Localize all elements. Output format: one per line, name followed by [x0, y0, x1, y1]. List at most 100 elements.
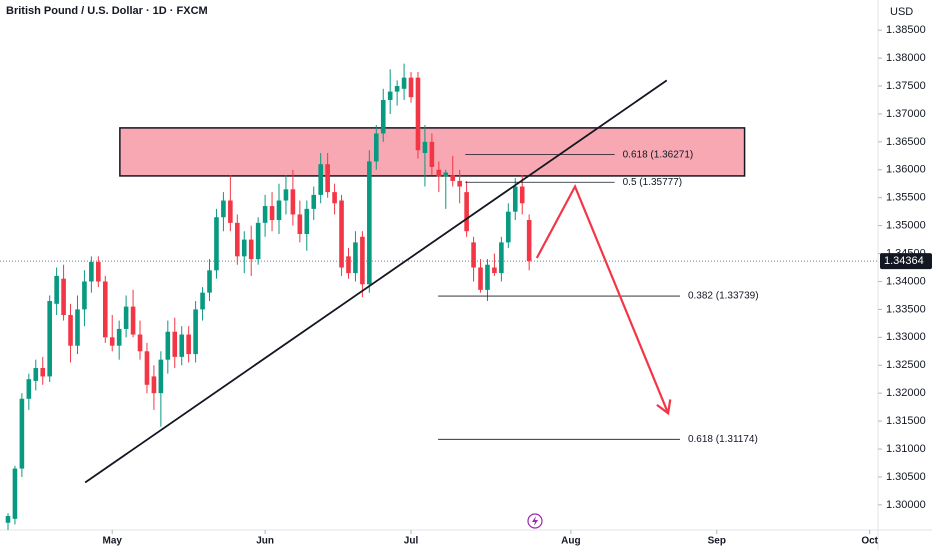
chart-title: British Pound / U.S. Dollar · 1D · FXCM: [6, 5, 208, 17]
fib-label: 0.618 (1.31174): [688, 434, 758, 445]
y-tick-label: 1.38500: [886, 24, 926, 36]
candle-body: [33, 368, 39, 381]
candle-body: [130, 306, 136, 335]
candle-body: [165, 331, 171, 360]
candle-body: [40, 368, 46, 377]
candle-body: [519, 186, 525, 204]
y-tick-label: 1.36000: [886, 164, 926, 176]
candle-body: [387, 91, 393, 100]
candle-body: [255, 222, 261, 260]
y-tick-label: 1.33000: [886, 331, 926, 343]
y-tick-label: 1.32000: [886, 387, 926, 399]
candle-body: [485, 264, 490, 290]
y-tick-label: 1.36500: [886, 136, 926, 148]
candle-body: [492, 267, 497, 274]
x-tick-label: Sep: [708, 536, 726, 547]
candle-body: [360, 236, 365, 285]
candle-body: [221, 200, 226, 218]
candle-body: [415, 77, 421, 151]
candle-body: [109, 337, 115, 346]
last-price-tag: [880, 253, 932, 270]
fib-label: 0.5 (1.35777): [623, 177, 683, 188]
candle-body: [179, 334, 185, 357]
candle-body: [228, 200, 233, 223]
candle-body: [471, 242, 476, 268]
candle-body: [47, 301, 52, 377]
candle-body: [506, 211, 511, 243]
candle-body: [186, 334, 191, 355]
candle-body: [116, 328, 122, 346]
candle-body: [123, 306, 129, 329]
trend-line: [84, 79, 668, 484]
candle-body: [450, 175, 456, 181]
candle-body: [75, 309, 80, 346]
candle-body: [297, 214, 303, 235]
candle-body: [61, 278, 66, 315]
y-tick-label: 1.33500: [886, 303, 926, 315]
candle-body: [19, 398, 25, 469]
event-icon[interactable]: [527, 513, 543, 529]
candle-body: [443, 172, 449, 177]
arrow-head: [656, 399, 672, 416]
candle-body: [276, 200, 282, 221]
x-tick-label: Aug: [561, 536, 580, 547]
candle-body: [248, 239, 254, 260]
y-tick-label: 1.37000: [886, 108, 926, 120]
candle-body: [304, 208, 310, 235]
candle-body: [26, 379, 32, 399]
candle-body: [367, 161, 372, 285]
candle-body: [235, 222, 240, 257]
candle-body: [311, 194, 317, 209]
candle-body: [408, 77, 414, 98]
last-price-label: 1.34364: [884, 255, 924, 267]
candle-body: [422, 141, 428, 154]
y-tick-label: 1.30500: [886, 471, 926, 483]
candle-body: [318, 164, 323, 195]
candle-body: [436, 169, 442, 177]
candle-body: [394, 86, 400, 92]
candle-body: [325, 164, 330, 193]
x-tick-label: Jul: [404, 536, 419, 547]
candle-body: [193, 309, 198, 355]
candle-body: [353, 242, 358, 274]
y-tick-label: 1.30000: [886, 499, 926, 511]
price-axis: [878, 0, 932, 550]
candle-body: [12, 468, 18, 519]
candle-body: [269, 206, 275, 221]
fib-label: 0.382 (1.33739): [688, 291, 759, 302]
candle-body: [102, 281, 108, 338]
y-tick-label: 1.38000: [886, 52, 926, 64]
candle-body: [429, 141, 435, 167]
candle-body: [241, 239, 247, 257]
fib-label: 0.618 (1.36271): [623, 149, 694, 160]
y-tick-label: 1.31500: [886, 415, 926, 427]
candle-body: [137, 334, 143, 352]
y-tick-label: 1.34000: [886, 275, 926, 287]
x-tick-label: May: [102, 536, 122, 547]
candle-body: [526, 220, 532, 262]
candle-body: [82, 281, 87, 310]
candle-body: [200, 292, 205, 310]
candle-body: [158, 359, 164, 394]
candle-body: [373, 133, 379, 162]
y-tick-label: 1.35500: [886, 192, 926, 204]
candle-body: [262, 206, 268, 223]
candle-body: [68, 314, 73, 346]
candle-body: [339, 200, 344, 268]
candle-body: [214, 217, 219, 271]
candle-body: [5, 516, 11, 523]
candle-body: [346, 256, 351, 274]
candle-body: [457, 180, 462, 187]
candle-body: [144, 351, 150, 385]
x-tick-label: Jun: [256, 536, 274, 547]
candle-body: [290, 189, 296, 215]
candle-body: [380, 99, 386, 134]
candle-body: [478, 267, 483, 290]
y-tick-label: 1.35000: [886, 220, 926, 232]
candle-body: [401, 77, 407, 89]
candle-body: [464, 192, 469, 232]
y-tick-label: 1.31000: [886, 443, 926, 455]
candle-body: [54, 275, 59, 304]
y-tick-label: 1.37500: [886, 80, 926, 92]
